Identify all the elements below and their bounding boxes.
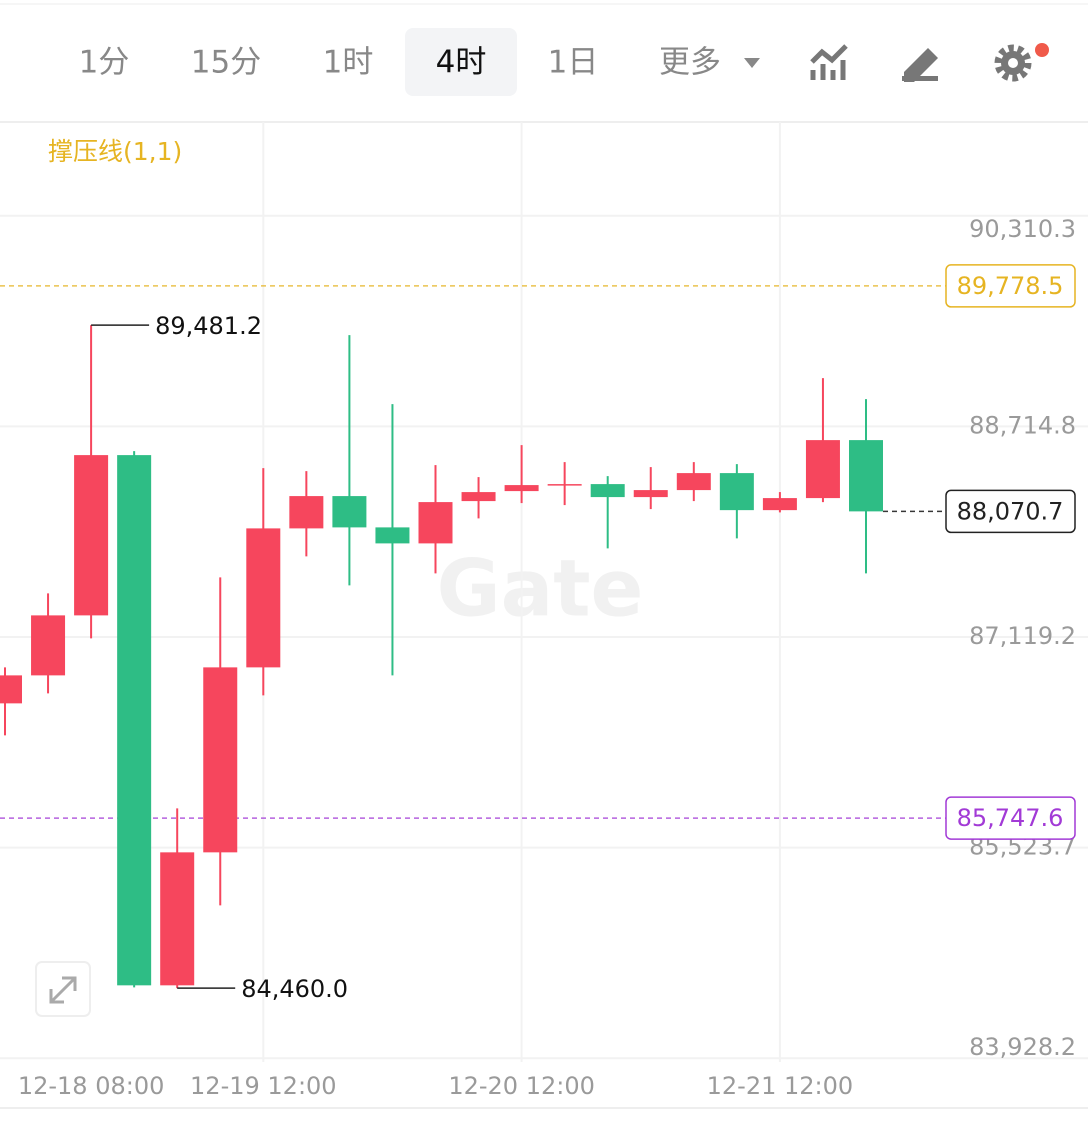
y-tick-label: 83,928.2 [969, 1033, 1076, 1061]
watermark: Gate [437, 544, 644, 634]
candle-body [31, 615, 66, 676]
more-caret[interactable] [744, 58, 760, 68]
candle-body [418, 502, 453, 544]
x-tick-label: 12-19 12:00 [190, 1072, 337, 1100]
level-box [945, 264, 1076, 308]
indicator-icon[interactable] [810, 44, 848, 80]
more-tab[interactable]: 更多 [659, 45, 721, 81]
level-label: 88,070.7 [957, 497, 1064, 525]
candle-body [590, 484, 625, 498]
candle-body [246, 528, 281, 668]
indicator-label: 撑压线(1,1) [48, 137, 182, 166]
y-tick-label: 87,119.2 [969, 622, 1076, 650]
candle-body [676, 473, 711, 491]
candle-body [633, 490, 668, 498]
candle-body [849, 440, 883, 512]
interval-tab[interactable]: 1分 [79, 45, 130, 81]
candle-body [547, 484, 582, 486]
candle-body [203, 667, 238, 853]
y-tick-label: 88,714.8 [969, 411, 1076, 439]
interval-tab[interactable]: 1时 [323, 45, 374, 81]
level-label: 85,747.6 [957, 804, 1064, 832]
interval-tab[interactable]: 4时 [436, 45, 487, 81]
expand-button[interactable] [35, 961, 91, 1017]
candle-body [805, 440, 840, 499]
level-box [945, 489, 1076, 534]
toolbar: 1分 15分 1时 4时 1日 [79, 28, 599, 96]
y-tick-label: 90,310.3 [969, 215, 1076, 243]
level-label: 89,778.5 [957, 272, 1064, 300]
candle-body [74, 455, 109, 616]
candle-body [719, 473, 754, 511]
extreme-label: 84,460.0 [241, 975, 348, 1003]
candle-body [375, 527, 410, 544]
candle-body [160, 852, 195, 986]
settings-icon[interactable] [994, 43, 1049, 82]
x-tick-label: 12-21 12:00 [707, 1072, 854, 1100]
active-tab-bg [405, 28, 517, 96]
level-box [945, 796, 1076, 840]
candle-body [289, 496, 324, 529]
candle-body [461, 492, 496, 502]
plot-area: Gate90,310.388,714.887,119.285,523.783,9… [0, 122, 1088, 1100]
x-tick-label: 12-18 08:00 [18, 1072, 165, 1100]
extreme-label: 89,481.2 [155, 312, 262, 340]
draw-icon[interactable] [902, 48, 938, 82]
interval-tab[interactable]: 15分 [191, 45, 261, 81]
interval-tab[interactable]: 1日 [548, 45, 599, 81]
candle-body [117, 455, 152, 986]
x-tick-label: 12-20 12:00 [448, 1072, 595, 1100]
candle-body [332, 496, 367, 528]
candle-body [762, 498, 797, 511]
candle-body [0, 675, 22, 704]
candle-body [504, 485, 539, 492]
